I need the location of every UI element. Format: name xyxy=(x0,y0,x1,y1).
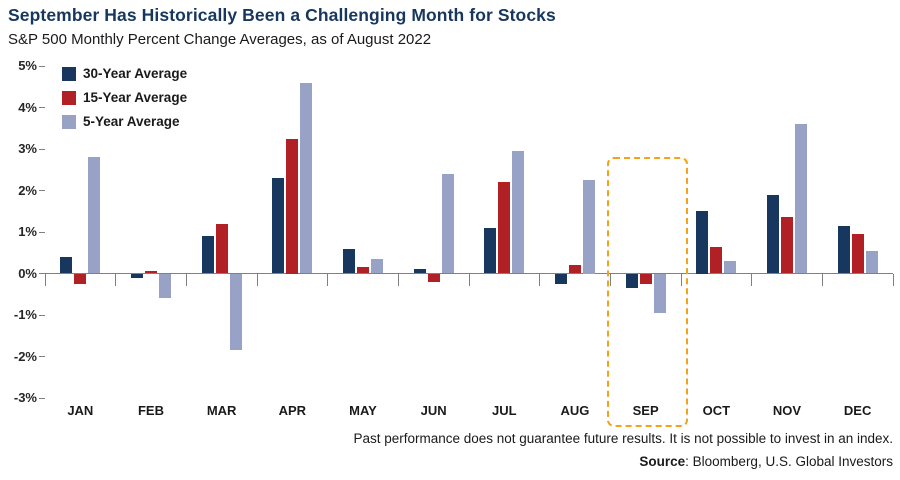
chart-subtitle: S&P 500 Monthly Percent Change Averages,… xyxy=(8,31,432,48)
x-axis-tick xyxy=(680,273,682,286)
x-axis-tick xyxy=(115,273,117,286)
y-axis-tick xyxy=(39,356,45,357)
x-axis-label-apr: APR xyxy=(278,403,307,418)
y-axis-tick xyxy=(39,314,45,316)
bar-sep-series2 xyxy=(639,273,652,284)
x-axis-label-jun: JUN xyxy=(420,403,447,418)
bar-nov-series3 xyxy=(795,124,807,274)
x-axis-label-nov: NOV xyxy=(772,403,802,418)
legend-item: 5-Year Average xyxy=(62,114,222,130)
bar-may-series3 xyxy=(371,258,383,274)
y-axis-tick xyxy=(39,148,45,150)
legend-label: 30-Year Average xyxy=(83,66,188,81)
bar-dec-series2 xyxy=(851,234,864,274)
x-axis-tick xyxy=(751,273,753,286)
x-axis-tick xyxy=(397,273,399,286)
x-axis-label-feb: FEB xyxy=(137,403,164,418)
source-detail: : Bloomberg, U.S. Global Investors xyxy=(685,454,893,469)
x-axis-label-may: MAY xyxy=(349,403,377,418)
source-label: Source xyxy=(639,454,686,469)
bar-apr-series1 xyxy=(272,178,285,274)
x-axis-label-sep: SEP xyxy=(632,403,659,418)
x-axis-tick xyxy=(185,273,187,286)
legend-item: 30-Year Average xyxy=(62,66,222,82)
y-axis-tick xyxy=(39,190,45,191)
x-axis-label-oct: OCT xyxy=(702,403,731,418)
x-axis-tick xyxy=(256,273,258,286)
bar-may-series2 xyxy=(357,267,369,274)
bar-jan-series2 xyxy=(74,273,87,284)
bar-jun-series1 xyxy=(413,269,426,274)
bar-apr-series2 xyxy=(286,138,299,274)
y-axis-label: -1% xyxy=(13,307,37,322)
bar-feb-series1 xyxy=(131,273,143,278)
y-axis-label: 1% xyxy=(18,224,37,239)
y-axis-tick xyxy=(39,273,45,274)
y-axis-label: 0% xyxy=(18,265,37,281)
bar-mar-series1 xyxy=(201,236,214,274)
bar-sep-series3 xyxy=(653,273,666,313)
bar-nov-series2 xyxy=(781,217,793,274)
x-axis-label-jul: JUL xyxy=(492,403,517,418)
legend-label: 15-Year Average xyxy=(83,90,188,105)
bar-jul-series3 xyxy=(512,151,525,274)
bar-oct-series1 xyxy=(696,211,709,274)
legend-item: 15-Year Average xyxy=(62,90,222,106)
legend-label: 5-Year Average xyxy=(83,114,180,129)
bar-jul-series2 xyxy=(498,182,511,274)
legend-swatch xyxy=(62,91,76,105)
y-axis-tick xyxy=(39,107,45,108)
disclaimer-text: Past performance does not guarantee futu… xyxy=(353,431,893,446)
y-axis-label: -3% xyxy=(13,390,37,405)
bar-may-series1 xyxy=(343,248,355,274)
x-axis-tick xyxy=(892,273,894,286)
bar-feb-series2 xyxy=(145,271,157,274)
y-axis-label: 3% xyxy=(18,141,37,156)
bar-mar-series2 xyxy=(215,223,228,274)
legend-swatch xyxy=(62,67,76,81)
bar-aug-series3 xyxy=(583,180,595,274)
x-axis-tick xyxy=(539,273,541,286)
bar-aug-series2 xyxy=(569,265,581,274)
y-axis-tick xyxy=(39,231,45,233)
x-axis-label-dec: DEC xyxy=(843,403,872,418)
x-axis-tick xyxy=(44,273,46,286)
bar-oct-series3 xyxy=(724,261,737,274)
y-axis-label: 2% xyxy=(18,182,37,198)
x-axis-tick xyxy=(327,273,329,286)
bar-jan-series3 xyxy=(88,157,101,274)
bar-feb-series3 xyxy=(159,273,171,299)
source-text: Source: Bloomberg, U.S. Global Investors xyxy=(639,454,893,469)
y-axis-label: 5% xyxy=(18,58,37,73)
x-axis-tick xyxy=(821,273,823,286)
bar-dec-series1 xyxy=(837,225,850,274)
bar-sep-series1 xyxy=(625,273,638,289)
bar-jan-series1 xyxy=(60,256,73,274)
september-highlight-box xyxy=(607,157,688,427)
legend-swatch xyxy=(62,115,76,129)
y-axis-label: -2% xyxy=(13,348,37,364)
bar-oct-series2 xyxy=(710,246,723,274)
x-axis-tick xyxy=(609,273,611,286)
bar-mar-series3 xyxy=(229,273,242,351)
bar-apr-series3 xyxy=(300,82,313,274)
bar-nov-series1 xyxy=(767,194,779,274)
bar-jun-series2 xyxy=(427,273,440,282)
x-axis-label-jan: JAN xyxy=(67,403,94,418)
bar-jun-series3 xyxy=(441,173,454,274)
x-axis-label-aug: AUG xyxy=(560,403,590,418)
bar-aug-series1 xyxy=(555,273,567,284)
chart-title: September Has Historically Been a Challe… xyxy=(8,5,556,25)
x-axis-tick xyxy=(468,273,470,286)
x-axis-label-mar: MAR xyxy=(206,403,237,418)
y-axis-tick xyxy=(39,65,45,67)
y-axis-label: 4% xyxy=(18,99,37,115)
bar-dec-series3 xyxy=(865,250,878,274)
y-axis-tick xyxy=(39,397,45,399)
bar-jul-series1 xyxy=(484,227,497,274)
